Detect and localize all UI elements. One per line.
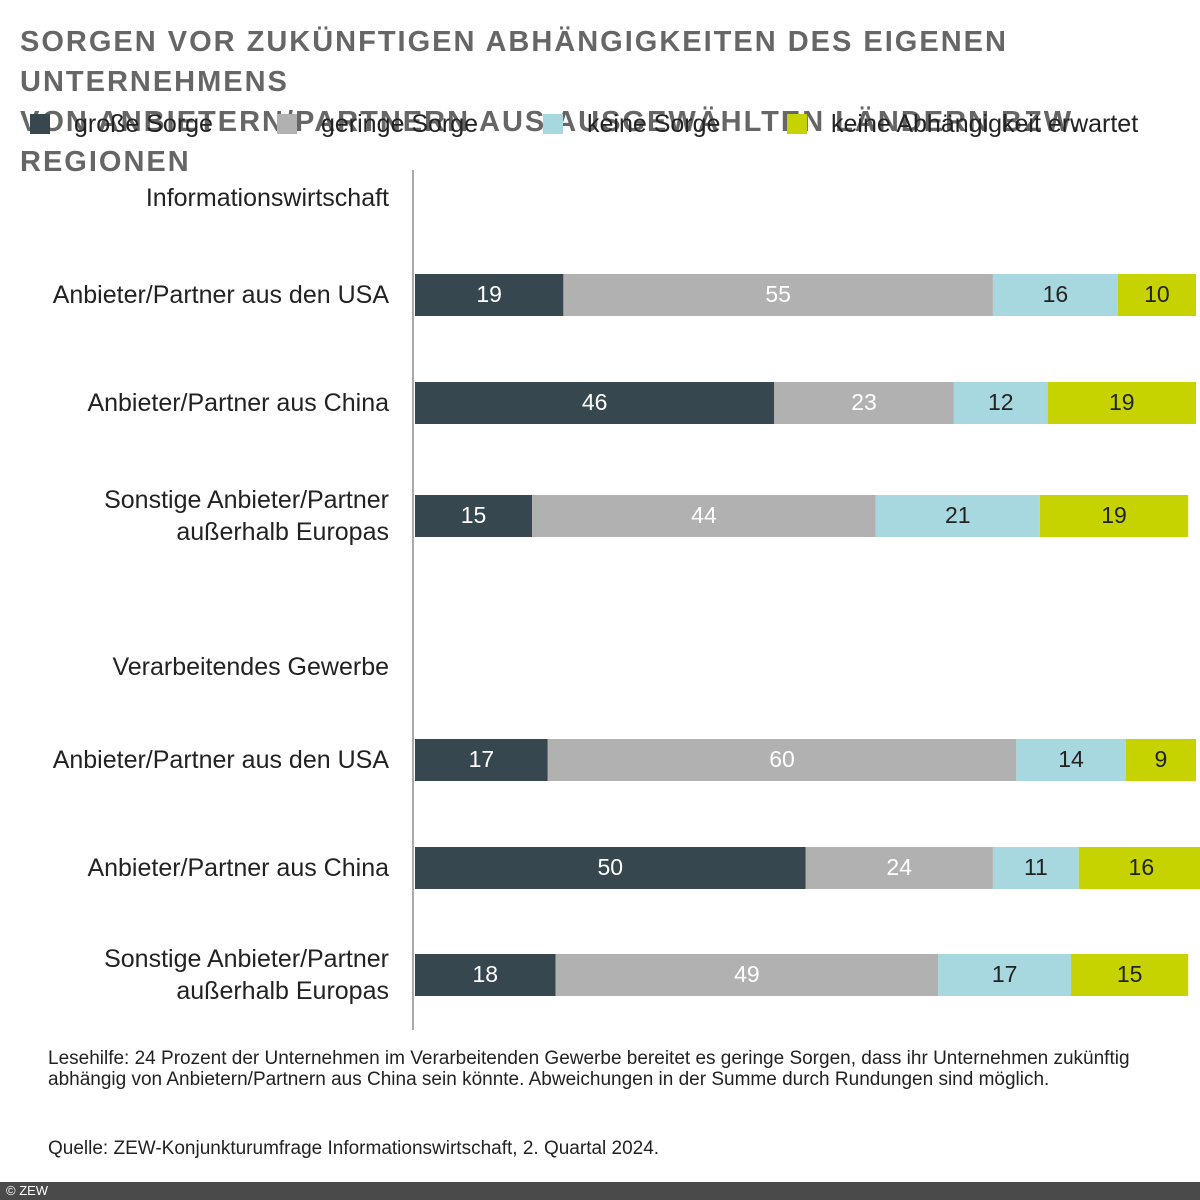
category-label: Anbieter/Partner aus China bbox=[87, 854, 389, 882]
value-label: 19 bbox=[1109, 389, 1135, 415]
bar-segment bbox=[1016, 739, 1126, 781]
bar-segment bbox=[563, 274, 993, 316]
value-label: 24 bbox=[886, 854, 912, 880]
category-label: Sonstige Anbieter/Partner außerhalb Euro… bbox=[104, 945, 389, 1005]
bar-segment bbox=[415, 382, 775, 424]
value-label: 17 bbox=[992, 961, 1018, 987]
bar-segment bbox=[555, 954, 939, 996]
bar-segment bbox=[415, 495, 533, 537]
bar-segment bbox=[1071, 954, 1189, 996]
bar-segment bbox=[953, 382, 1048, 424]
value-label: 18 bbox=[472, 961, 498, 987]
note: Lesehilfe: 24 Prozent der Unternehmen im… bbox=[48, 1048, 1130, 1090]
value-label: 19 bbox=[476, 281, 502, 307]
bar-segment bbox=[805, 847, 993, 889]
legend-label: geringe Sorge bbox=[321, 110, 479, 138]
category-label: Informationswirtschaft bbox=[145, 184, 389, 212]
category-label: Anbieter/Partner aus China bbox=[87, 389, 389, 417]
bar-segment bbox=[1117, 274, 1196, 316]
bar-segment bbox=[1078, 847, 1200, 889]
legend-label: keine Sorge bbox=[587, 110, 721, 138]
bar-segment bbox=[992, 274, 1118, 316]
legend-label: keine Abhängigkeit erwartet bbox=[831, 110, 1139, 138]
value-label: 46 bbox=[582, 389, 608, 415]
bar-segment bbox=[1039, 495, 1189, 537]
source: Quelle: ZEW-Konjunkturumfrage Informatio… bbox=[48, 1138, 660, 1159]
value-label: 15 bbox=[1117, 961, 1143, 987]
bar-segment bbox=[415, 847, 806, 889]
value-label: 23 bbox=[851, 389, 877, 415]
bar-segment bbox=[1047, 382, 1196, 424]
value-label: 14 bbox=[1058, 746, 1084, 772]
legend-swatch bbox=[543, 114, 563, 134]
value-label: 44 bbox=[691, 502, 717, 528]
value-label: 16 bbox=[1129, 854, 1155, 880]
chart-title: SORGEN VOR ZUKÜNFTIGEN ABHÄNGIGKEITEN DE… bbox=[20, 26, 1082, 178]
value-label: 17 bbox=[469, 746, 495, 772]
legend-swatch bbox=[30, 114, 50, 134]
value-label: 16 bbox=[1043, 281, 1069, 307]
bar-segment bbox=[415, 274, 564, 316]
value-label: 50 bbox=[597, 854, 623, 880]
bar-segment bbox=[547, 739, 1017, 781]
value-label: 9 bbox=[1154, 746, 1167, 772]
category-label: Anbieter/Partner aus den USA bbox=[52, 281, 389, 309]
bar-segment bbox=[415, 954, 556, 996]
value-label: 55 bbox=[765, 281, 791, 307]
value-label: 60 bbox=[769, 746, 795, 772]
bar-segment bbox=[938, 954, 1072, 996]
value-label: 15 bbox=[461, 502, 487, 528]
legend-swatch bbox=[277, 114, 297, 134]
value-label: 21 bbox=[945, 502, 971, 528]
value-label: 12 bbox=[988, 389, 1014, 415]
value-label: 10 bbox=[1144, 281, 1170, 307]
bar-segment bbox=[875, 495, 1040, 537]
bar-segment bbox=[1125, 739, 1196, 781]
category-label: Anbieter/Partner aus den USA bbox=[52, 746, 389, 774]
legend-swatch bbox=[787, 114, 807, 134]
category-label: Sonstige Anbieter/Partner außerhalb Euro… bbox=[104, 486, 389, 546]
value-label: 11 bbox=[1024, 854, 1048, 880]
category-label: Verarbeitendes Gewerbe bbox=[112, 653, 389, 681]
legend-label: große Sorge bbox=[74, 110, 213, 138]
value-label: 49 bbox=[734, 961, 760, 987]
bar-segment bbox=[415, 739, 548, 781]
copyright: © ZEW bbox=[0, 1182, 1200, 1200]
bar-segment bbox=[774, 382, 954, 424]
value-label: 19 bbox=[1101, 502, 1127, 528]
bar-segment bbox=[532, 495, 876, 537]
bar-segment bbox=[992, 847, 1079, 889]
